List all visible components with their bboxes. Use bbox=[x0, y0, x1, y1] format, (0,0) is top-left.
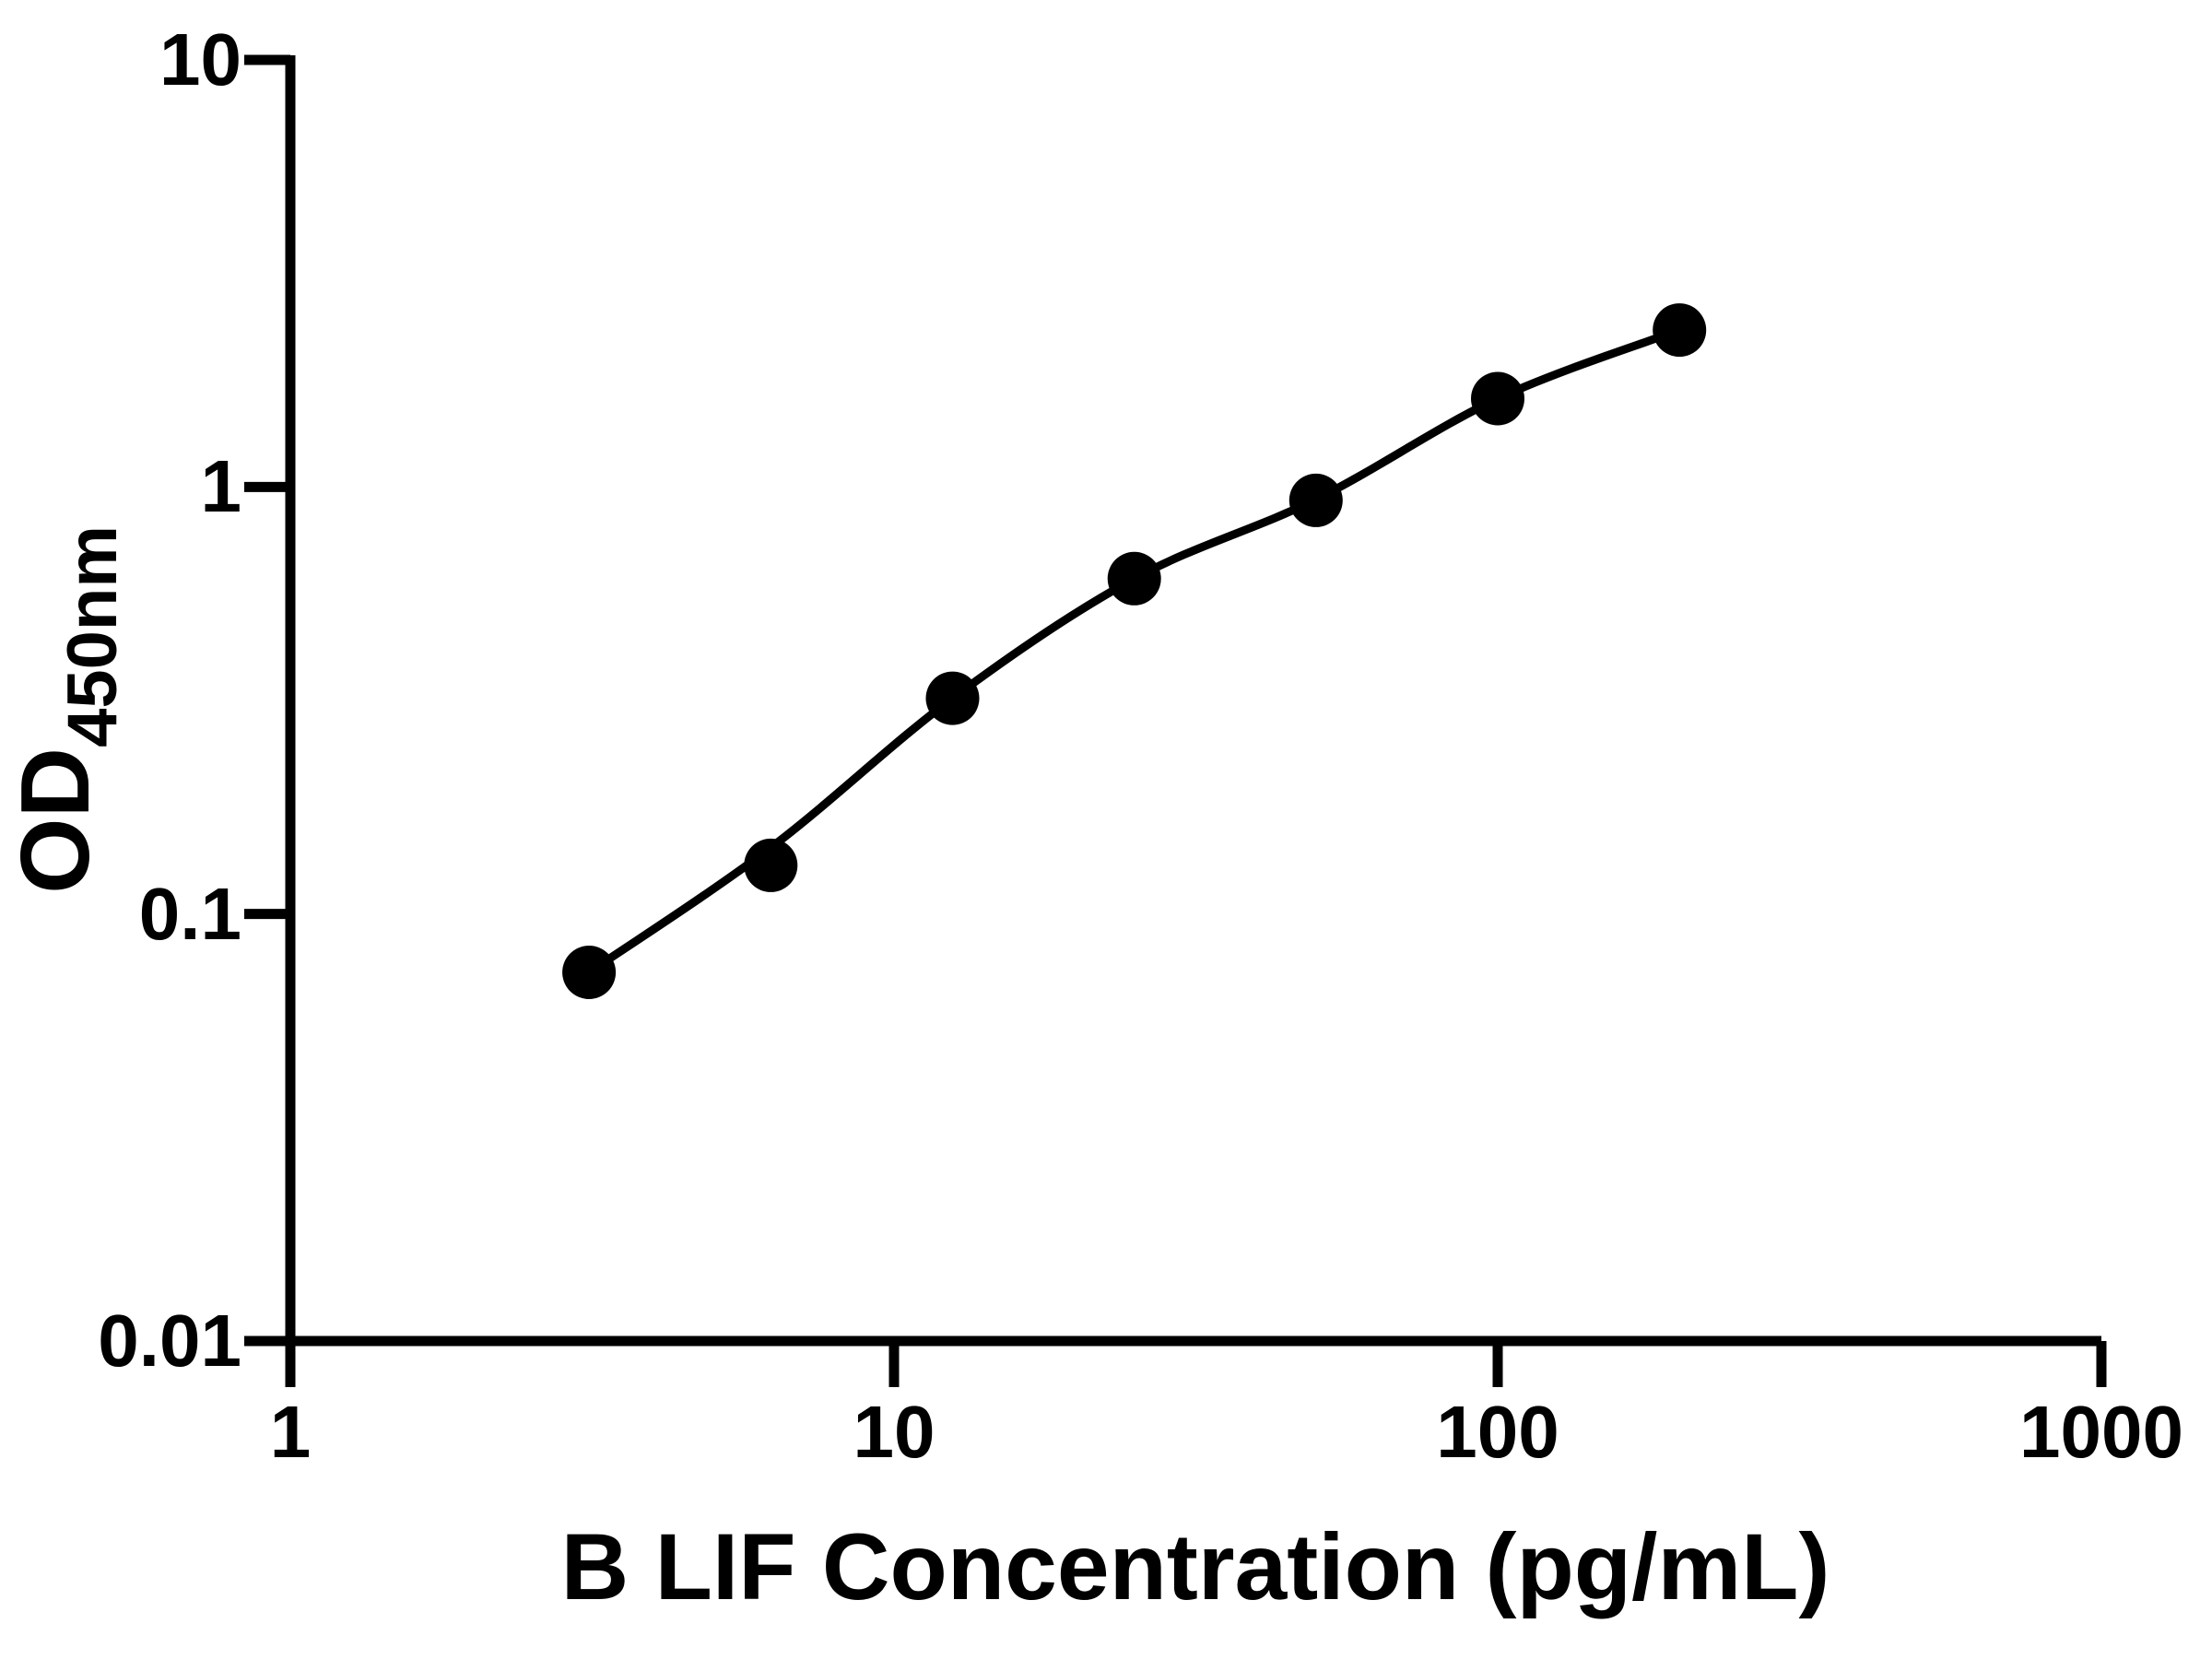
y-tick-label: 1 bbox=[200, 445, 242, 528]
data-point bbox=[744, 838, 798, 892]
data-point bbox=[562, 946, 617, 999]
y-axis-title-subscript: 450nm bbox=[53, 525, 132, 747]
y-tick-label: 0.01 bbox=[98, 1300, 241, 1382]
data-point bbox=[1107, 551, 1161, 606]
x-tick-label: 1 bbox=[269, 1391, 312, 1473]
axis-spine bbox=[285, 55, 2101, 1347]
data-point bbox=[925, 671, 980, 725]
x-tick-label: 10 bbox=[853, 1391, 935, 1473]
x-tick-label: 1000 bbox=[2019, 1391, 2183, 1473]
x-tick-label: 100 bbox=[1436, 1391, 1559, 1473]
x-axis-title: B LIF Concentration (pg/mL) bbox=[560, 1514, 1830, 1619]
data-point bbox=[1471, 371, 1524, 426]
y-tick-label: 10 bbox=[159, 18, 241, 100]
data-point bbox=[1288, 473, 1343, 527]
y-axis-title: OD450nm bbox=[0, 525, 133, 894]
data-point bbox=[1653, 303, 1707, 358]
y-axis-title-main: OD bbox=[1, 747, 110, 894]
y-tick-label: 0.1 bbox=[138, 872, 241, 955]
